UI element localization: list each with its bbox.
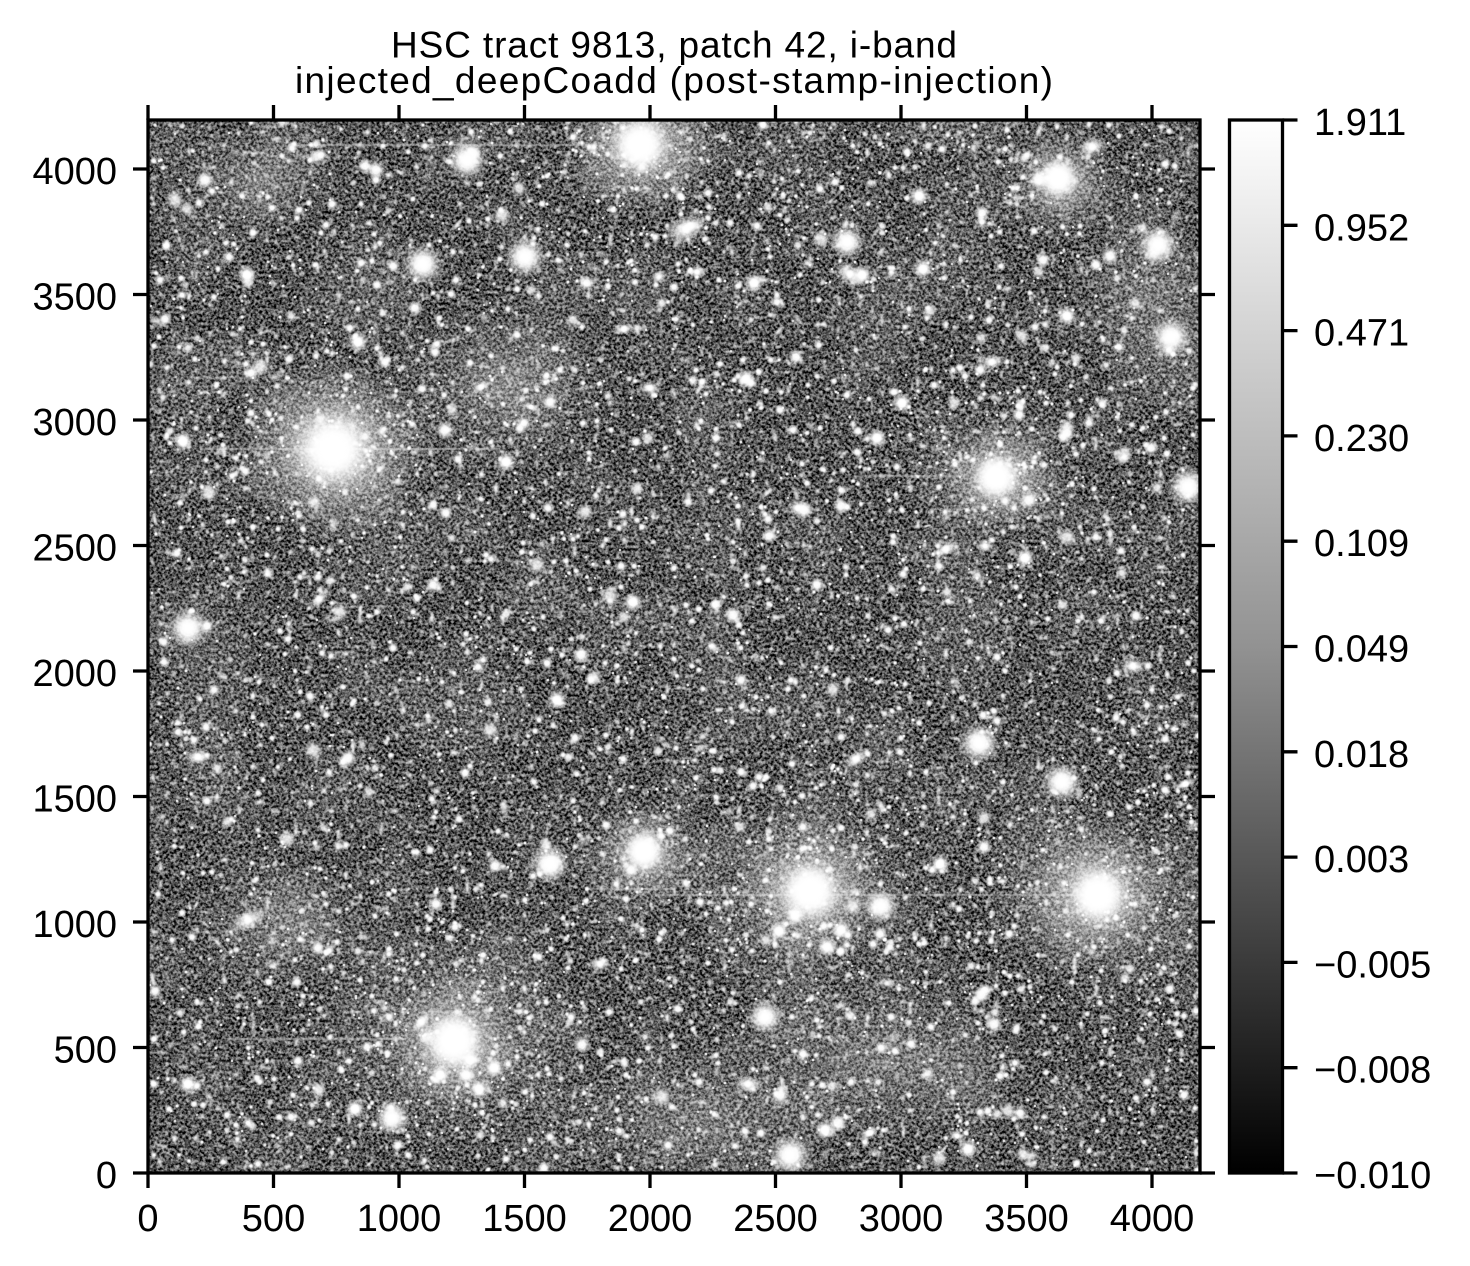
svg-text:1500: 1500	[32, 779, 117, 821]
svg-text:1.911: 1.911	[1314, 102, 1406, 144]
svg-text:0.952: 0.952	[1314, 207, 1409, 249]
svg-text:−0.008: −0.008	[1314, 1050, 1431, 1092]
svg-text:−0.005: −0.005	[1314, 944, 1431, 986]
svg-text:injected_deepCoadd (post-stamp: injected_deepCoadd (post-stamp-injection…	[295, 60, 1053, 101]
svg-text:2000: 2000	[608, 1198, 693, 1240]
svg-text:1500: 1500	[482, 1198, 567, 1240]
svg-text:HSC tract 9813, patch 42, i-ba: HSC tract 9813, patch 42, i-band	[391, 24, 957, 65]
svg-text:0.471: 0.471	[1314, 313, 1409, 355]
svg-text:−0.010: −0.010	[1314, 1155, 1431, 1197]
svg-text:3000: 3000	[859, 1198, 944, 1240]
svg-text:0.003: 0.003	[1314, 839, 1409, 881]
svg-text:4000: 4000	[32, 151, 117, 193]
svg-text:2000: 2000	[32, 653, 117, 695]
svg-text:2500: 2500	[733, 1198, 818, 1240]
svg-text:0.049: 0.049	[1314, 629, 1409, 671]
svg-text:500: 500	[54, 1030, 117, 1072]
svg-text:0.230: 0.230	[1314, 418, 1409, 460]
svg-text:500: 500	[242, 1198, 305, 1240]
svg-text:0.109: 0.109	[1314, 523, 1409, 565]
svg-text:3500: 3500	[984, 1198, 1069, 1240]
svg-text:0: 0	[137, 1198, 158, 1240]
svg-text:2500: 2500	[32, 528, 117, 570]
svg-text:0: 0	[96, 1155, 117, 1197]
svg-text:3500: 3500	[32, 277, 117, 319]
svg-text:1000: 1000	[357, 1198, 442, 1240]
svg-text:3000: 3000	[32, 402, 117, 444]
svg-text:0.018: 0.018	[1314, 734, 1409, 776]
svg-text:4000: 4000	[1110, 1198, 1195, 1240]
svg-text:1000: 1000	[32, 904, 117, 946]
